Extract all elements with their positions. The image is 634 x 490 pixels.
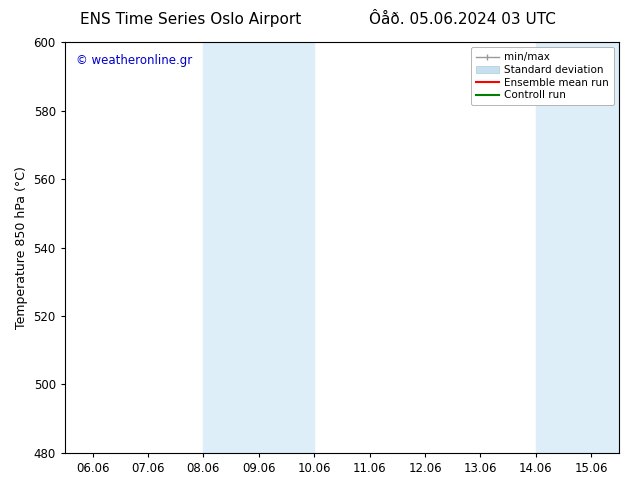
Text: Ôåð. 05.06.2024 03 UTC: Ôåð. 05.06.2024 03 UTC [370, 12, 556, 27]
Text: © weatheronline.gr: © weatheronline.gr [76, 54, 192, 68]
Legend: min/max, Standard deviation, Ensemble mean run, Controll run: min/max, Standard deviation, Ensemble me… [470, 47, 614, 105]
Bar [204, 42, 314, 453]
Y-axis label: Temperature 850 hPa (°C): Temperature 850 hPa (°C) [15, 166, 28, 329]
Text: ENS Time Series Oslo Airport: ENS Time Series Oslo Airport [80, 12, 301, 27]
Bar [536, 42, 619, 453]
